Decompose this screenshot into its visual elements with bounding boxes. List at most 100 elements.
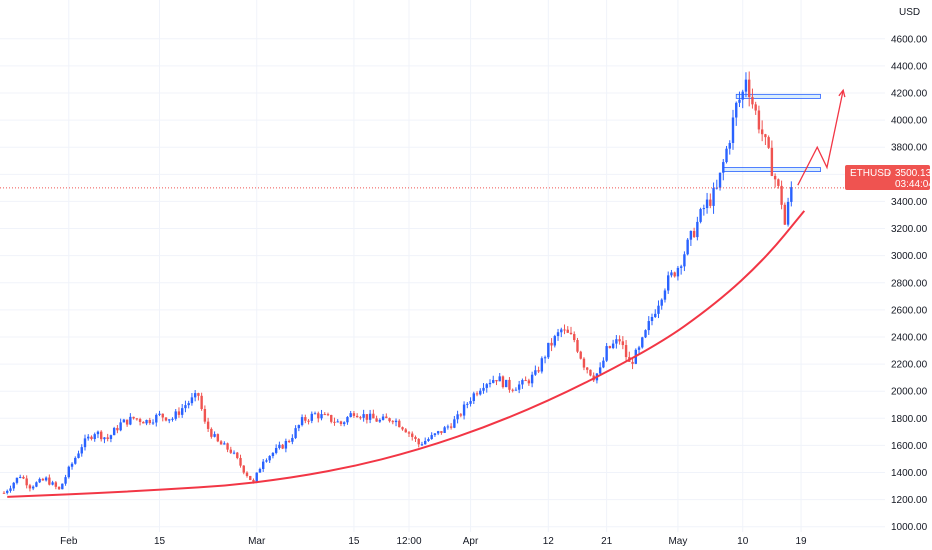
candle-body xyxy=(456,414,459,420)
candle-body xyxy=(699,209,702,222)
candle-body xyxy=(174,411,177,419)
candle-body xyxy=(508,379,511,390)
candle-body xyxy=(547,342,550,358)
y-tick-label: 3800.00 xyxy=(891,143,928,154)
candle-body xyxy=(320,414,323,419)
candle-body xyxy=(326,414,330,416)
candle-body xyxy=(760,129,764,135)
candle-body xyxy=(274,447,278,453)
candle-body xyxy=(304,417,307,421)
candle-body xyxy=(323,414,326,416)
candle-body xyxy=(100,431,103,440)
price-tag-bg xyxy=(845,165,930,190)
candle-body xyxy=(57,486,61,490)
candle-body xyxy=(573,334,576,341)
candle-body xyxy=(764,134,767,138)
candle-body xyxy=(109,435,113,439)
candle-body xyxy=(417,438,420,445)
candle-body xyxy=(255,472,258,482)
x-tick-label: 19 xyxy=(795,536,807,547)
candle-body xyxy=(540,358,544,372)
candle-body xyxy=(355,415,359,418)
candle-body xyxy=(605,346,608,361)
candle-body xyxy=(90,436,93,440)
candle-body xyxy=(223,443,226,445)
y-tick-label: 2400.00 xyxy=(891,332,928,343)
price-tag-value: 3500.13 xyxy=(895,168,932,179)
candle-body xyxy=(394,420,398,423)
candle-body xyxy=(527,380,531,384)
candle-body xyxy=(712,187,715,206)
candle-body xyxy=(70,463,74,467)
candle-body xyxy=(621,341,625,346)
candle-body xyxy=(777,179,780,186)
candle-body xyxy=(343,422,346,425)
candle-body xyxy=(751,96,754,105)
candle-body xyxy=(783,204,787,225)
candle-body xyxy=(667,275,670,291)
candle-body xyxy=(670,272,673,276)
candle-body xyxy=(229,449,232,453)
y-tick-label: 3200.00 xyxy=(891,224,928,235)
candle-body xyxy=(368,413,372,420)
projection-arrow xyxy=(797,90,844,186)
candle-body xyxy=(268,456,271,461)
candle-body xyxy=(349,413,352,418)
candle-body xyxy=(657,305,660,314)
candle-body xyxy=(239,457,242,466)
candle-body xyxy=(352,413,356,416)
gridlines xyxy=(0,0,885,532)
candle-body xyxy=(249,475,252,480)
candle-body xyxy=(300,417,304,426)
candle-body xyxy=(449,426,453,428)
x-tick-label: May xyxy=(668,536,687,547)
candle-body xyxy=(278,444,281,448)
candle-body xyxy=(359,417,362,419)
candle-body xyxy=(420,444,424,446)
candle-body xyxy=(184,405,187,409)
candle-body xyxy=(524,380,527,382)
candle-body xyxy=(148,419,151,423)
candle-body xyxy=(388,418,391,422)
candle-body xyxy=(242,465,245,473)
candle-body xyxy=(31,486,35,489)
candle-body xyxy=(125,419,129,425)
candle-body xyxy=(686,239,689,255)
candle-body xyxy=(673,272,676,277)
candle-body xyxy=(375,418,378,422)
candle-body xyxy=(754,104,757,111)
candle-body xyxy=(177,411,181,415)
candle-body xyxy=(631,361,634,364)
y-tick-label: 4200.00 xyxy=(891,88,928,99)
candle-body xyxy=(472,393,475,402)
candle-body xyxy=(650,316,654,322)
candle-body xyxy=(731,117,735,143)
candle-body xyxy=(624,345,628,358)
candle-body xyxy=(602,360,605,368)
candle-body xyxy=(453,419,456,428)
candle-body xyxy=(158,413,161,415)
candle-body xyxy=(404,429,407,433)
candle-body xyxy=(106,437,109,439)
candle-body xyxy=(258,468,262,473)
candle-body xyxy=(615,339,618,344)
candle-body xyxy=(475,393,479,395)
y-axis[interactable]: 1000.00 1200.00 1400.00 1600.00 1800.00 2000.… xyxy=(891,34,928,533)
candle-body xyxy=(407,432,411,434)
candle-body xyxy=(362,414,365,418)
candle-body xyxy=(291,437,294,442)
candle-body xyxy=(715,187,718,189)
candle-body xyxy=(767,137,770,148)
x-axis[interactable]: Feb 15 Mar 15 12:00 Apr 12 21 May 10 19 xyxy=(60,536,807,547)
price-tag[interactable]: ETHUSD - 3500.13 03:44:04 xyxy=(845,165,932,190)
candle-body xyxy=(521,380,524,385)
candle-body xyxy=(598,367,602,374)
candle-body xyxy=(112,427,116,436)
y-tick-label: 4000.00 xyxy=(891,116,928,127)
candle-body xyxy=(576,340,579,352)
y-tick-label: 3000.00 xyxy=(891,251,928,262)
candle-body xyxy=(647,321,650,331)
candle-body xyxy=(566,329,569,333)
candle-body xyxy=(294,428,297,438)
